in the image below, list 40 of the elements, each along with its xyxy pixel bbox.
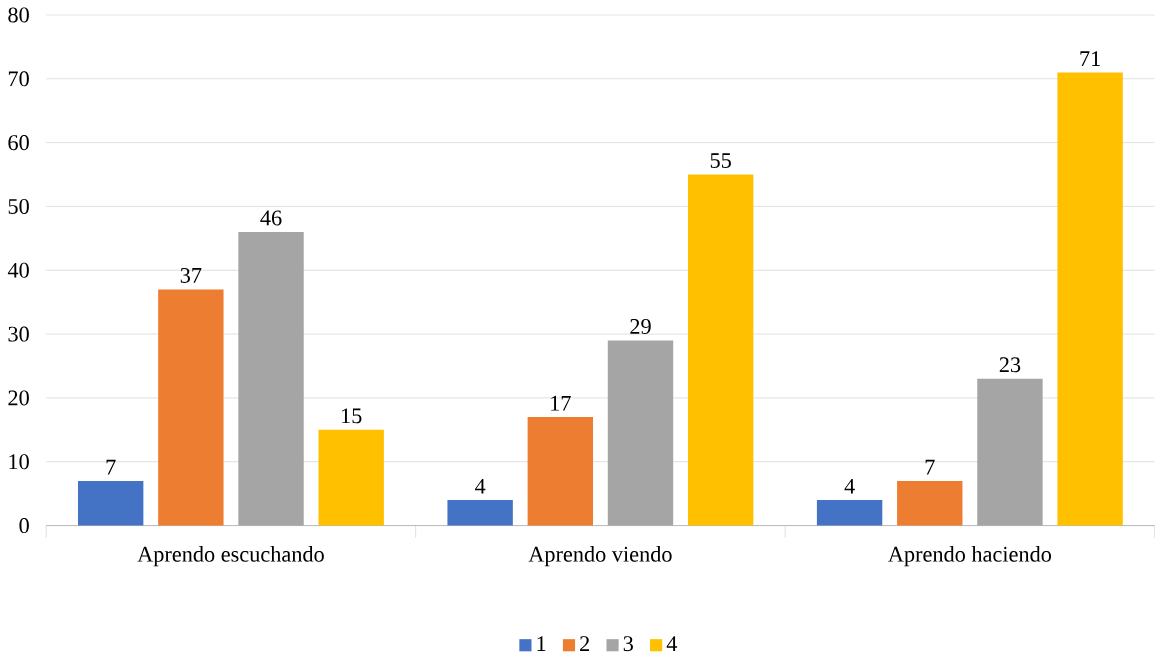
bar — [816, 499, 883, 526]
x-tick-label: Aprendo escuchando — [137, 545, 324, 567]
legend-label: 2 — [580, 636, 590, 651]
data-label: 71 — [1080, 51, 1100, 66]
data-label: 29 — [630, 318, 651, 334]
data-label: 7 — [106, 459, 116, 475]
data-label: 7 — [925, 459, 935, 475]
y-tick-label: 60 — [8, 134, 29, 150]
bar — [77, 480, 144, 526]
data-label: 46 — [260, 210, 282, 226]
y-tick-label: 70 — [8, 71, 29, 87]
legend-label: 1 — [537, 636, 546, 651]
legend-label: 3 — [623, 636, 633, 651]
bar — [897, 480, 963, 526]
bar — [687, 174, 754, 526]
x-tick-label: Aprendo viendo — [528, 545, 672, 567]
bar — [318, 429, 384, 526]
y-tick-label: 30 — [8, 326, 29, 342]
data-label: 4 — [475, 478, 486, 494]
y-tick-label: 0 — [19, 517, 29, 533]
y-tick-label: 80 — [8, 7, 29, 23]
bar — [1057, 72, 1123, 526]
data-label: 17 — [551, 395, 571, 411]
data-label: 55 — [710, 153, 731, 168]
y-tick-label: 10 — [9, 454, 29, 470]
bar — [607, 340, 674, 526]
data-label: 37 — [180, 267, 202, 283]
bar — [977, 378, 1043, 526]
legend-label: 4 — [666, 636, 678, 651]
data-label: 4 — [844, 478, 855, 494]
x-tick-label: Aprendo haciendo — [888, 545, 1052, 567]
bar — [158, 289, 224, 526]
y-tick-label: 20 — [8, 390, 29, 406]
bar — [447, 499, 513, 526]
bar — [527, 416, 594, 526]
y-tick-label: 50 — [8, 198, 29, 214]
data-label: 15 — [342, 408, 362, 424]
bar — [238, 231, 304, 526]
y-tick-label: 40 — [7, 262, 29, 278]
data-label: 23 — [999, 357, 1021, 373]
